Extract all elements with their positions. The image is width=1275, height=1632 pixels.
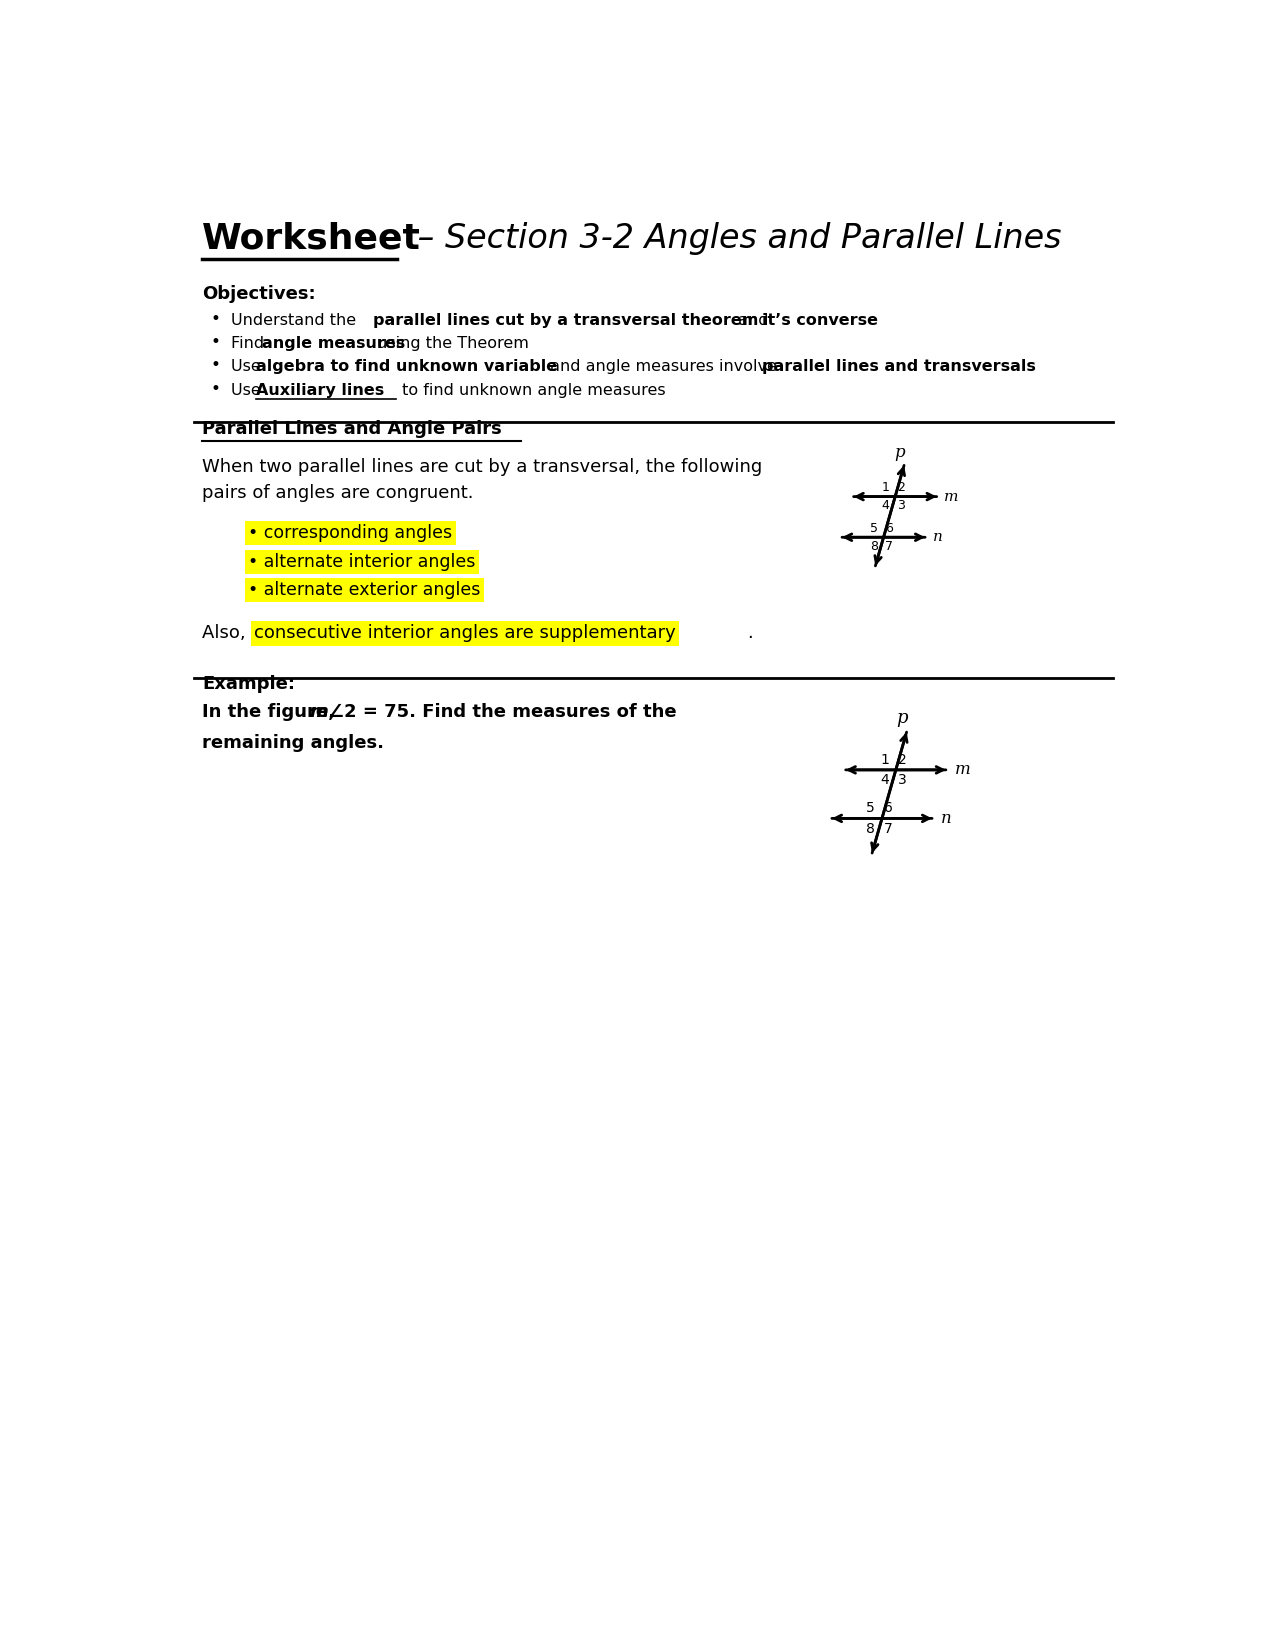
Text: 8: 8 xyxy=(866,821,875,836)
Text: • alternate interior angles: • alternate interior angles xyxy=(249,553,476,571)
Text: Worksheet: Worksheet xyxy=(201,220,421,255)
Text: •: • xyxy=(210,380,221,398)
Text: Parallel Lines and Angle Pairs: Parallel Lines and Angle Pairs xyxy=(201,419,502,437)
Text: angle measures: angle measures xyxy=(261,336,405,351)
Text: Use: Use xyxy=(231,382,265,398)
Text: m: m xyxy=(945,490,959,504)
Text: n: n xyxy=(941,809,951,827)
Text: 4: 4 xyxy=(881,499,890,512)
Text: it’s converse: it’s converse xyxy=(762,313,878,328)
Text: Also,: Also, xyxy=(201,625,251,643)
Text: Find: Find xyxy=(231,336,269,351)
Text: Auxiliary lines: Auxiliary lines xyxy=(256,382,385,398)
Text: • corresponding angles: • corresponding angles xyxy=(249,524,453,542)
Text: p: p xyxy=(896,708,908,726)
Text: p: p xyxy=(895,444,905,460)
Text: In the figure,: In the figure, xyxy=(201,703,342,721)
Text: 7: 7 xyxy=(884,821,892,836)
Text: 5: 5 xyxy=(870,522,877,535)
Text: 2: 2 xyxy=(896,481,905,494)
Text: n: n xyxy=(933,530,942,543)
Text: 6: 6 xyxy=(885,522,894,535)
Text: 3: 3 xyxy=(898,774,907,787)
Text: •: • xyxy=(210,310,221,328)
Text: Use: Use xyxy=(231,359,265,374)
Text: When two parallel lines are cut by a transversal, the following: When two parallel lines are cut by a tra… xyxy=(201,459,762,477)
Text: •: • xyxy=(210,356,221,374)
Text: 1: 1 xyxy=(880,752,889,767)
Text: and: and xyxy=(733,313,774,328)
Text: 5: 5 xyxy=(866,801,875,814)
Text: pairs of angles are congruent.: pairs of angles are congruent. xyxy=(201,485,473,503)
Text: consecutive interior angles are supplementary: consecutive interior angles are suppleme… xyxy=(254,625,676,643)
Text: • alternate exterior angles: • alternate exterior angles xyxy=(249,581,481,599)
Text: and angle measures involve: and angle measures involve xyxy=(546,359,783,374)
Text: Objectives:: Objectives: xyxy=(201,286,316,304)
Text: Example:: Example: xyxy=(201,676,295,694)
Text: – Section 3-2 Angles and Parallel Lines: – Section 3-2 Angles and Parallel Lines xyxy=(408,222,1062,255)
Text: remaining angles.: remaining angles. xyxy=(201,734,384,752)
Text: to find unknown angle measures: to find unknown angle measures xyxy=(398,382,666,398)
Text: using the Theorem: using the Theorem xyxy=(372,336,529,351)
Text: 3: 3 xyxy=(896,499,905,512)
Text: parallel lines cut by a transversal theorem: parallel lines cut by a transversal theo… xyxy=(374,313,759,328)
Text: 1: 1 xyxy=(881,481,890,494)
Text: parallel lines and transversals: parallel lines and transversals xyxy=(762,359,1037,374)
Text: 6: 6 xyxy=(884,801,892,814)
Text: •: • xyxy=(210,333,221,351)
Text: Understand the: Understand the xyxy=(231,313,361,328)
Text: 4: 4 xyxy=(880,774,889,787)
Text: ∠2 = 75. Find the measures of the: ∠2 = 75. Find the measures of the xyxy=(329,703,677,721)
Text: m: m xyxy=(955,762,970,778)
Text: 2: 2 xyxy=(898,752,907,767)
Text: 8: 8 xyxy=(870,540,877,553)
Text: algebra to find unknown variable: algebra to find unknown variable xyxy=(256,359,557,374)
Text: 7: 7 xyxy=(885,540,894,553)
Text: .: . xyxy=(747,625,752,643)
Text: m: m xyxy=(309,703,328,721)
